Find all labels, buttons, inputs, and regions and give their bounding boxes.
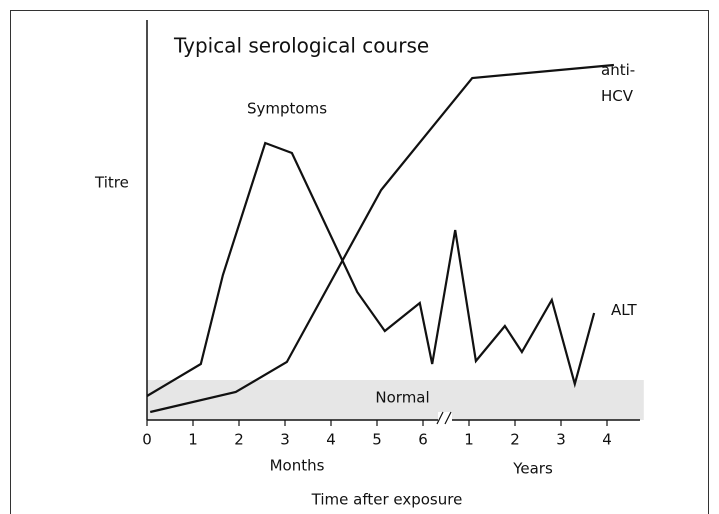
x-tick-label: 6 [418, 431, 428, 449]
legend-label: anti-HCV [601, 61, 636, 105]
x-tick-label: 4 [326, 431, 336, 449]
x-tick-label: 4 [602, 431, 612, 449]
x-tick-label: 1 [188, 431, 198, 449]
x-segment-label: Months [270, 457, 325, 475]
x-tick-label: 3 [556, 431, 566, 449]
line [149, 63, 615, 414]
x-tick-label: 1 [464, 431, 474, 449]
frame [10, 10, 709, 514]
x-tick-label: 2 [510, 431, 520, 449]
band-label: Normal [375, 389, 429, 407]
line [146, 141, 596, 397]
axis-break [436, 411, 452, 425]
normal-band [147, 380, 644, 420]
x-tick-label: 2 [234, 431, 244, 449]
chart-title: Typical serological course [173, 34, 429, 58]
annotation: Symptoms [247, 100, 327, 118]
x-axis-label: Time after exposure [311, 491, 463, 509]
y-axis-label: Titre [94, 174, 129, 192]
x-tick-label: 5 [372, 431, 382, 449]
x-segment-label: Years [512, 460, 553, 478]
x-tick-label: 0 [142, 431, 152, 449]
x-tick-label: 3 [280, 431, 290, 449]
legend-label: ALT [611, 301, 637, 319]
